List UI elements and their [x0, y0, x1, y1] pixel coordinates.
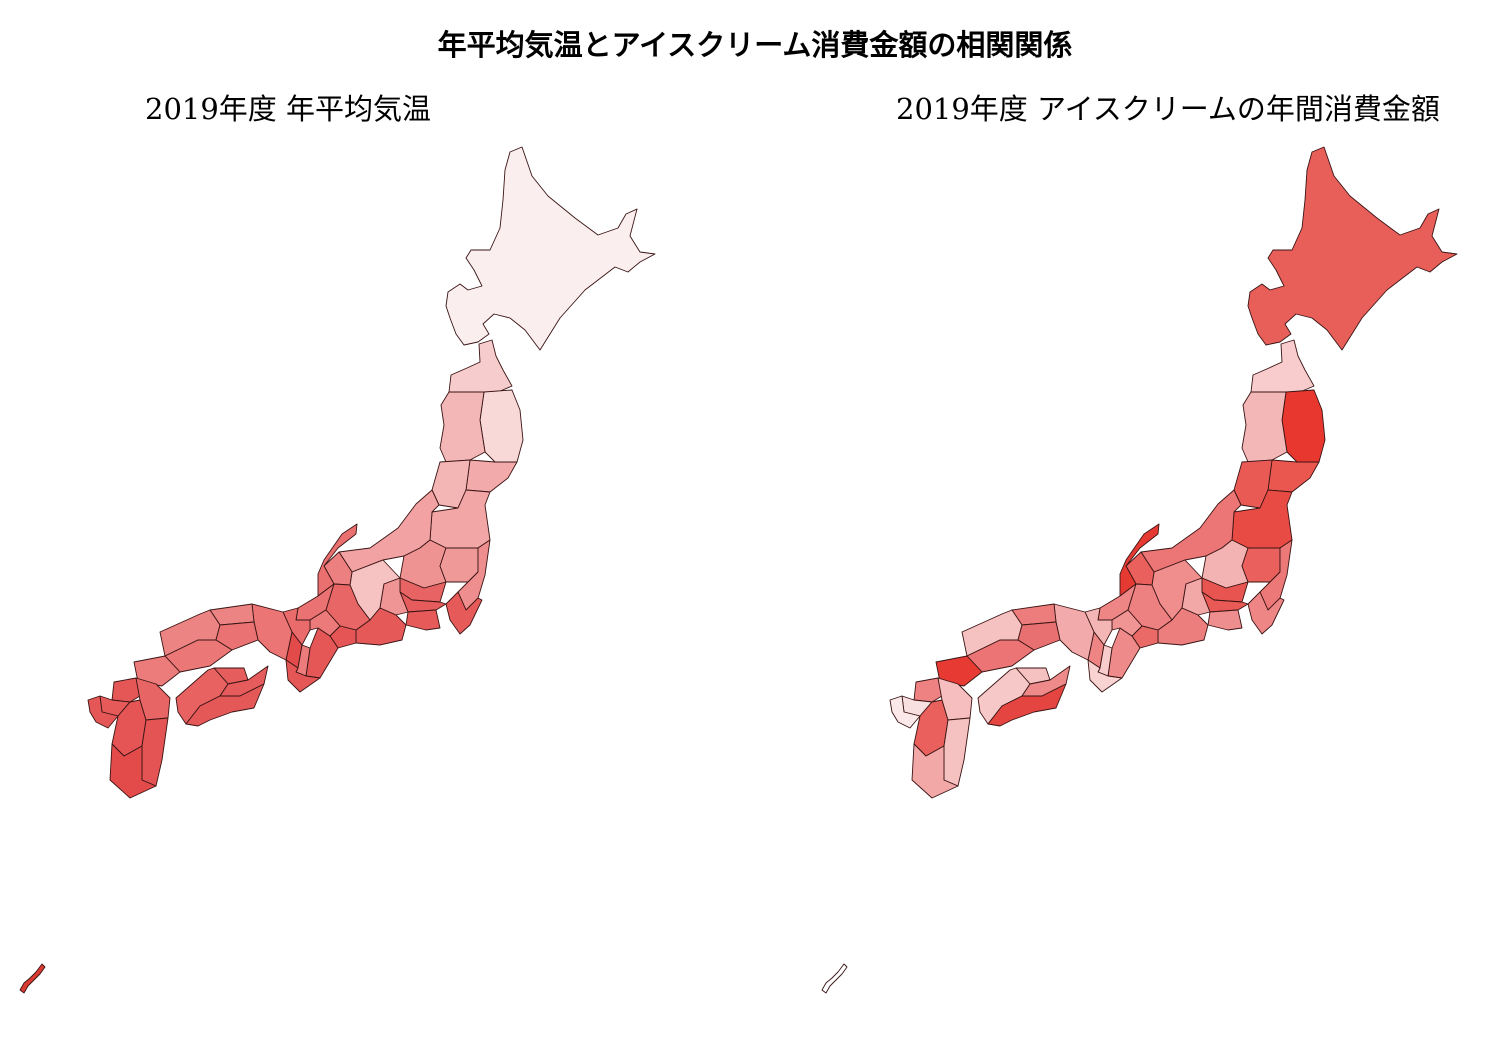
prefecture-kanagawa [405, 609, 441, 631]
prefecture-miyagi [1267, 459, 1320, 493]
prefecture-akita [1241, 391, 1288, 463]
prefecture-hokkaido [445, 146, 656, 351]
prefecture-nagasaki [889, 695, 921, 729]
prefecture-okinawa [19, 963, 46, 994]
right-map-regions [821, 146, 1458, 994]
prefecture-iwate [1281, 389, 1326, 463]
prefecture-chiba [445, 591, 483, 635]
prefecture-miyazaki [943, 717, 971, 787]
prefecture-kagoshima [109, 743, 157, 799]
prefecture-kanagawa [1207, 609, 1243, 631]
prefecture-kochi [185, 683, 265, 727]
main-title: 年平均気温とアイスクリーム消費金額の相関関係 [437, 28, 1073, 62]
left-map-regions [19, 146, 656, 994]
prefecture-wakayama [1087, 659, 1123, 693]
prefecture-kochi [987, 683, 1067, 727]
prefecture-okayama [1017, 621, 1061, 651]
prefecture-wakayama [285, 659, 321, 693]
prefecture-tochigi [1241, 547, 1281, 583]
prefecture-kagoshima [911, 743, 959, 799]
left-map-title: 2019年度 年平均気温 [145, 92, 432, 126]
prefecture-hokkaido [1247, 146, 1458, 351]
right-map-title: 2019年度 アイスクリームの年間消費金額 [896, 92, 1440, 126]
prefecture-nagasaki [87, 695, 119, 729]
prefecture-aomori [1250, 339, 1315, 393]
prefecture-chiba [1247, 591, 1285, 635]
prefecture-okinawa [821, 963, 848, 994]
prefecture-okayama [215, 621, 259, 651]
